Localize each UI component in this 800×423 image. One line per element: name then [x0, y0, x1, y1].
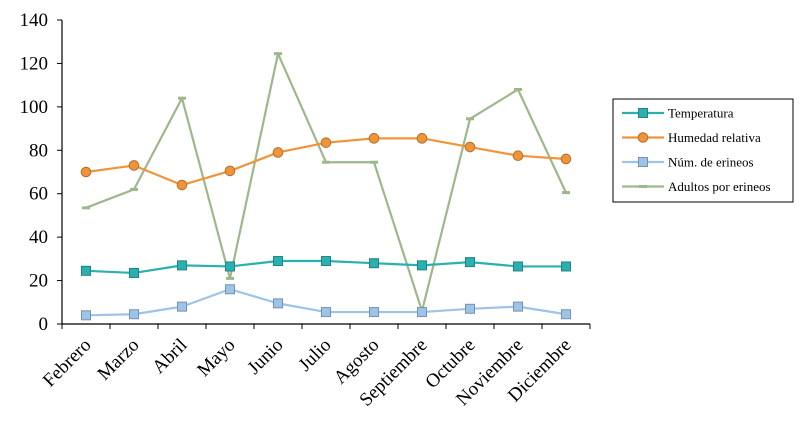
data-point-10: [561, 309, 571, 320]
x-tick-label: Julio: [295, 335, 336, 376]
data-point-0: [81, 265, 91, 276]
x-tick-label: Febrero: [39, 335, 96, 392]
data-point-9: [513, 301, 523, 312]
legend-item: Núm. de erineos: [622, 155, 754, 170]
data-point-5: [322, 160, 330, 164]
legend-item: Humedad relativa: [622, 130, 761, 145]
data-point-3: [225, 261, 235, 272]
data-point-4: [274, 52, 282, 56]
legend-item: Adultos por erineos: [622, 179, 771, 194]
data-point-1: [128, 160, 140, 171]
data-point-5: [321, 256, 331, 267]
legend-marker: [639, 185, 647, 188]
y-tick-label: 60: [29, 184, 48, 205]
data-point-2: [177, 260, 187, 271]
data-point-0: [81, 310, 91, 321]
data-point-0: [82, 206, 90, 210]
data-point-8: [464, 141, 476, 153]
legend-label: Núm. de erineos: [668, 155, 754, 170]
y-tick-label: 120: [20, 53, 49, 74]
data-point-3: [226, 276, 234, 280]
legend-marker: [638, 108, 648, 118]
data-point-4: [272, 147, 284, 158]
y-tick-label: 40: [29, 227, 48, 248]
data-point-2: [178, 96, 186, 100]
data-point-8: [465, 303, 475, 314]
data-point-5: [320, 137, 332, 148]
series-humedad-relativa: [80, 133, 572, 191]
data-point-6: [370, 160, 378, 164]
data-point-3: [224, 165, 236, 177]
y-tick-label: 80: [29, 140, 48, 161]
legend-label: Temperatura: [668, 106, 734, 121]
y-tick-label: 140: [20, 10, 49, 31]
legend-marker: [638, 157, 648, 167]
x-tick-label: Abril: [148, 335, 191, 378]
data-point-10: [561, 261, 571, 272]
series-line: [85, 52, 567, 313]
data-point-7: [417, 307, 427, 318]
data-point-1: [129, 267, 139, 278]
series-layer: [80, 52, 572, 321]
data-point-7: [416, 133, 428, 144]
data-point-2: [176, 179, 188, 191]
data-point-10: [560, 153, 572, 165]
y-tick-label: 0: [39, 314, 49, 335]
legend-label: Adultos por erineos: [668, 179, 771, 194]
legend-marker: [637, 132, 649, 143]
data-point-9: [512, 150, 524, 162]
data-point-0: [80, 166, 92, 178]
series-n-m-de-erineos: [81, 284, 571, 321]
data-point-1: [130, 187, 138, 191]
data-point-9: [513, 261, 523, 272]
y-tick-label: 20: [29, 271, 48, 292]
x-tick-label: Mayo: [193, 335, 239, 381]
data-point-1: [129, 309, 139, 320]
data-point-8: [466, 117, 474, 121]
series-temperatura: [81, 256, 571, 278]
data-point-4: [273, 298, 283, 309]
legend-label: Humedad relativa: [668, 130, 761, 145]
data-point-8: [465, 257, 475, 268]
x-tick-label: Marzo: [94, 335, 144, 385]
data-point-3: [225, 284, 235, 295]
legend-item: Temperatura: [622, 106, 734, 121]
x-tick-label: Junio: [244, 335, 288, 379]
data-point-10: [562, 191, 570, 195]
series-adultos-por-erineos: [82, 52, 570, 313]
legend: Temperatura Humedad relativa Núm. de erine…: [612, 98, 794, 203]
data-point-6: [369, 307, 379, 318]
data-point-7: [417, 260, 427, 271]
y-tick-label: 100: [20, 97, 49, 118]
data-point-9: [514, 87, 522, 91]
data-point-5: [321, 307, 331, 318]
data-point-2: [177, 301, 187, 312]
data-point-6: [369, 258, 379, 269]
data-point-4: [273, 256, 283, 267]
data-point-6: [368, 133, 380, 144]
